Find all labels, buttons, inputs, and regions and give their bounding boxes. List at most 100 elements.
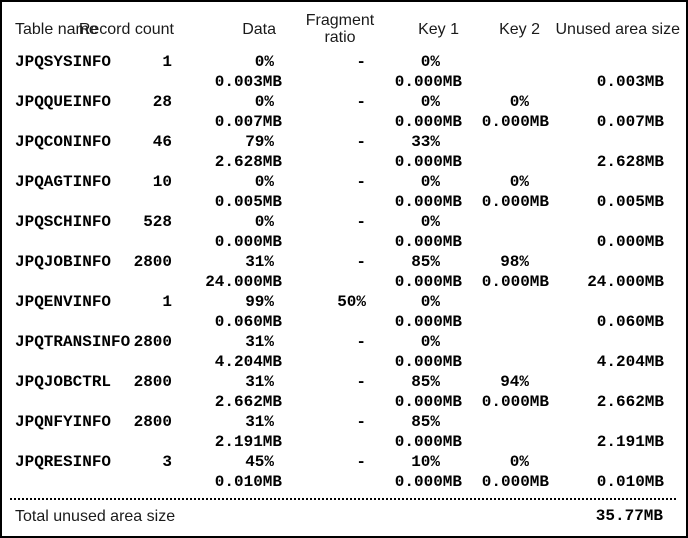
fragment-ratio-cell: - <box>356 133 366 151</box>
table-name-cell: JPQSCHINFO <box>15 213 112 231</box>
key1-percent-cell: 0% <box>420 93 440 111</box>
table-row: JPQSYSINFO 1 0% - 0% 0.003MB 0.000MB 0.003MB <box>2 52 686 92</box>
table-name-cell: JPQJOBCTRL <box>15 373 112 391</box>
column-header-fragment-ratio: Fragment ratio <box>290 12 390 46</box>
column-header-key1: Key 1 <box>418 21 459 38</box>
data-percent-cell: 99% <box>245 293 274 311</box>
key1-percent-cell: 33% <box>411 133 440 151</box>
data-size-cell: 4.204MB <box>214 353 282 371</box>
key1-size-cell: 0.000MB <box>394 193 462 211</box>
total-unused-label: Total unused area size <box>15 508 176 525</box>
unused-area-size-cell: 0.010MB <box>596 473 664 491</box>
unused-area-size-cell: 2.191MB <box>596 433 664 451</box>
data-size-cell: 0.007MB <box>214 113 282 131</box>
table-body: JPQSYSINFO 1 0% -0% 0.003MB 0.000MB 0.003MB JPQ… <box>2 52 686 492</box>
key2-size-cell: 0.000MB <box>481 393 549 411</box>
data-percent-cell: 31% <box>245 413 274 431</box>
key1-size-cell: 0.000MB <box>394 233 462 251</box>
unused-area-size-cell: 0.007MB <box>596 113 664 131</box>
key2-size-cell: 0.000MB <box>481 193 549 211</box>
fragment-ratio-cell: - <box>356 413 366 431</box>
key2-percent-cell: 98% <box>500 253 529 271</box>
data-percent-cell: 0% <box>254 213 274 231</box>
table-name-cell: JPQTRANSINFO <box>15 333 131 351</box>
table-name-cell: JPQAGTINFO <box>15 173 112 191</box>
key1-percent-cell: 0% <box>420 293 440 311</box>
data-percent-cell: 31% <box>245 333 274 351</box>
data-size-cell: 0.060MB <box>214 313 282 331</box>
key2-size-cell: 0.000MB <box>481 113 549 131</box>
data-size-cell: 0.010MB <box>214 473 282 491</box>
data-size-cell: 0.000MB <box>214 233 282 251</box>
key1-size-cell: 0.000MB <box>394 113 462 131</box>
key1-size-cell: 0.000MB <box>394 353 462 371</box>
key1-size-cell: 0.000MB <box>394 473 462 491</box>
key1-percent-cell: 0% <box>420 213 440 231</box>
key2-percent-cell: 0% <box>509 453 529 471</box>
record-count-cell: 2800 <box>133 373 172 391</box>
key2-size-cell: 0.000MB <box>481 473 549 491</box>
column-header-table-name: Table name <box>15 21 98 38</box>
record-count-cell: 28 <box>152 93 172 111</box>
unused-area-size-cell: 2.628MB <box>596 153 664 171</box>
key2-percent-cell: 94% <box>500 373 529 391</box>
column-header-key2: Key 2 <box>499 21 540 38</box>
table-row: JPQJOBINFO 2800 31% - 85% 98% 24.000MB 0.000MB 0… <box>2 252 686 292</box>
key1-percent-cell: 0% <box>420 333 440 351</box>
fragment-ratio-cell: - <box>356 213 366 231</box>
data-size-cell: 2.662MB <box>214 393 282 411</box>
record-count-cell: 528 <box>143 213 172 231</box>
key1-size-cell: 0.000MB <box>394 313 462 331</box>
fragment-ratio-cell: 50% <box>337 293 366 311</box>
data-size-cell: 2.628MB <box>214 153 282 171</box>
dashed-divider <box>10 498 678 500</box>
key1-size-cell: 0.000MB <box>394 73 462 91</box>
key1-percent-cell: 85% <box>411 413 440 431</box>
fragment-ratio-cell: - <box>356 453 366 471</box>
table-name-cell: JPQENVINFO <box>15 293 112 311</box>
table-name-cell: JPQJOBINFO <box>15 253 112 271</box>
record-count-cell: 1 <box>162 293 172 311</box>
table-row: JPQTRANSINFO 2800 31% - 0% 4.204MB 0.000MB 4.20… <box>2 332 686 372</box>
fragment-ratio-cell: - <box>356 253 366 271</box>
data-percent-cell: 0% <box>254 93 274 111</box>
key1-size-cell: 0.000MB <box>394 273 462 291</box>
unused-area-size-cell: 0.000MB <box>596 233 664 251</box>
data-size-cell: 24.000MB <box>205 273 282 291</box>
table-row: JPQRESINFO 3 45% - 10% 0% 0.010MB 0.000MB 0.000M… <box>2 452 686 492</box>
data-percent-cell: 45% <box>245 453 274 471</box>
key1-size-cell: 0.000MB <box>394 393 462 411</box>
fragment-ratio-cell: - <box>356 53 366 71</box>
table-name-cell: JPQSYSINFO <box>15 53 112 71</box>
data-size-cell: 0.003MB <box>214 73 282 91</box>
table-name-cell: JPQQUEINFO <box>15 93 112 111</box>
fragment-ratio-cell: - <box>356 93 366 111</box>
record-count-cell: 46 <box>152 133 172 151</box>
column-header-data: Data <box>242 21 276 38</box>
key1-percent-cell: 0% <box>420 173 440 191</box>
data-size-cell: 2.191MB <box>214 433 282 451</box>
fragment-ratio-cell: - <box>356 373 366 391</box>
record-count-cell: 2800 <box>133 333 172 351</box>
key1-percent-cell: 0% <box>420 53 440 71</box>
key2-size-cell: 0.000MB <box>481 273 549 291</box>
table-name-cell: JPQNFYINFO <box>15 413 112 431</box>
key2-percent-cell: 0% <box>509 93 529 111</box>
key1-percent-cell: 85% <box>411 373 440 391</box>
key2-percent-cell: 0% <box>509 173 529 191</box>
table-row: JPQQUEINFO 28 0% - 0% 0% 0.007MB 0.000MB 0.000MB… <box>2 92 686 132</box>
unused-area-size-cell: 2.662MB <box>596 393 664 411</box>
total-unused-value: 35.77MB <box>595 507 663 525</box>
column-header-fragment-ratio-line1: Fragment <box>305 12 375 29</box>
table-row: JPQAGTINFO 10 0% - 0% 0% 0.005MB 0.000MB 0.000MB… <box>2 172 686 212</box>
table-row: JPQSCHINFO 528 0% - 0% 0.000MB 0.000MB 0.000MB <box>2 212 686 252</box>
data-percent-cell: 79% <box>245 133 274 151</box>
record-count-cell: 10 <box>152 173 172 191</box>
record-count-cell: 1 <box>162 53 172 71</box>
table-row: JPQCONINFO 46 79% - 33% 2.628MB 0.000MB 2.628MB <box>2 132 686 172</box>
key1-size-cell: 0.000MB <box>394 433 462 451</box>
data-percent-cell: 31% <box>245 253 274 271</box>
table-row: JPQENVINFO 1 99% 50% 0% 0.060MB 0.000MB 0.060MB <box>2 292 686 332</box>
key1-percent-cell: 10% <box>411 453 440 471</box>
